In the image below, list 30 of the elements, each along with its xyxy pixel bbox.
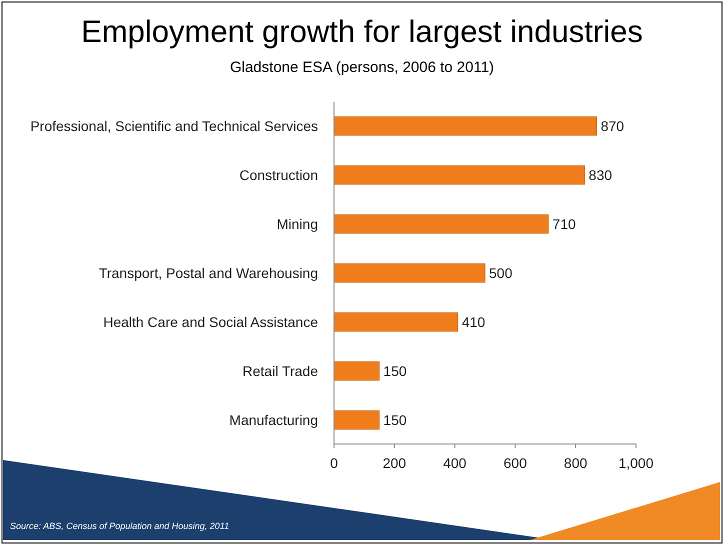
y-tick-label: Transport, Postal and Warehousing bbox=[98, 265, 318, 281]
y-tick-label: Health Care and Social Assistance bbox=[103, 314, 318, 330]
x-tick-label: 0 bbox=[330, 455, 338, 471]
y-tick-label: Manufacturing bbox=[229, 412, 318, 428]
bar bbox=[334, 116, 598, 136]
bar bbox=[334, 410, 380, 430]
chart-title: Employment growth for largest industries bbox=[81, 14, 643, 49]
x-tick-label: 800 bbox=[564, 455, 588, 471]
data-label: 150 bbox=[383, 362, 407, 379]
bar bbox=[334, 263, 486, 283]
y-tick-label: Professional, Scientific and Technical Services bbox=[30, 118, 318, 134]
x-tick-label: 1,000 bbox=[618, 455, 654, 471]
data-label: 500 bbox=[489, 265, 513, 281]
data-label: 150 bbox=[383, 412, 407, 428]
chart-subtitle: Gladstone ESA (persons, 2006 to 2011) bbox=[230, 59, 494, 76]
bar bbox=[334, 214, 549, 234]
y-tick-label: Mining bbox=[276, 216, 318, 232]
x-tick-label: 400 bbox=[443, 455, 467, 471]
source-note: Source: ABS, Census of Population and Housing, 2011 bbox=[10, 521, 230, 531]
data-label: 410 bbox=[462, 314, 486, 330]
x-tick-label: 600 bbox=[504, 455, 528, 471]
y-tick-label: Retail Trade bbox=[242, 362, 318, 379]
data-label: 870 bbox=[600, 118, 624, 134]
data-label: 830 bbox=[588, 167, 612, 184]
bar bbox=[334, 361, 380, 381]
x-tick-label: 200 bbox=[382, 455, 406, 471]
y-tick-label: Construction bbox=[239, 167, 318, 184]
bar bbox=[334, 165, 585, 185]
bar bbox=[334, 312, 458, 332]
data-label: 710 bbox=[552, 216, 576, 232]
